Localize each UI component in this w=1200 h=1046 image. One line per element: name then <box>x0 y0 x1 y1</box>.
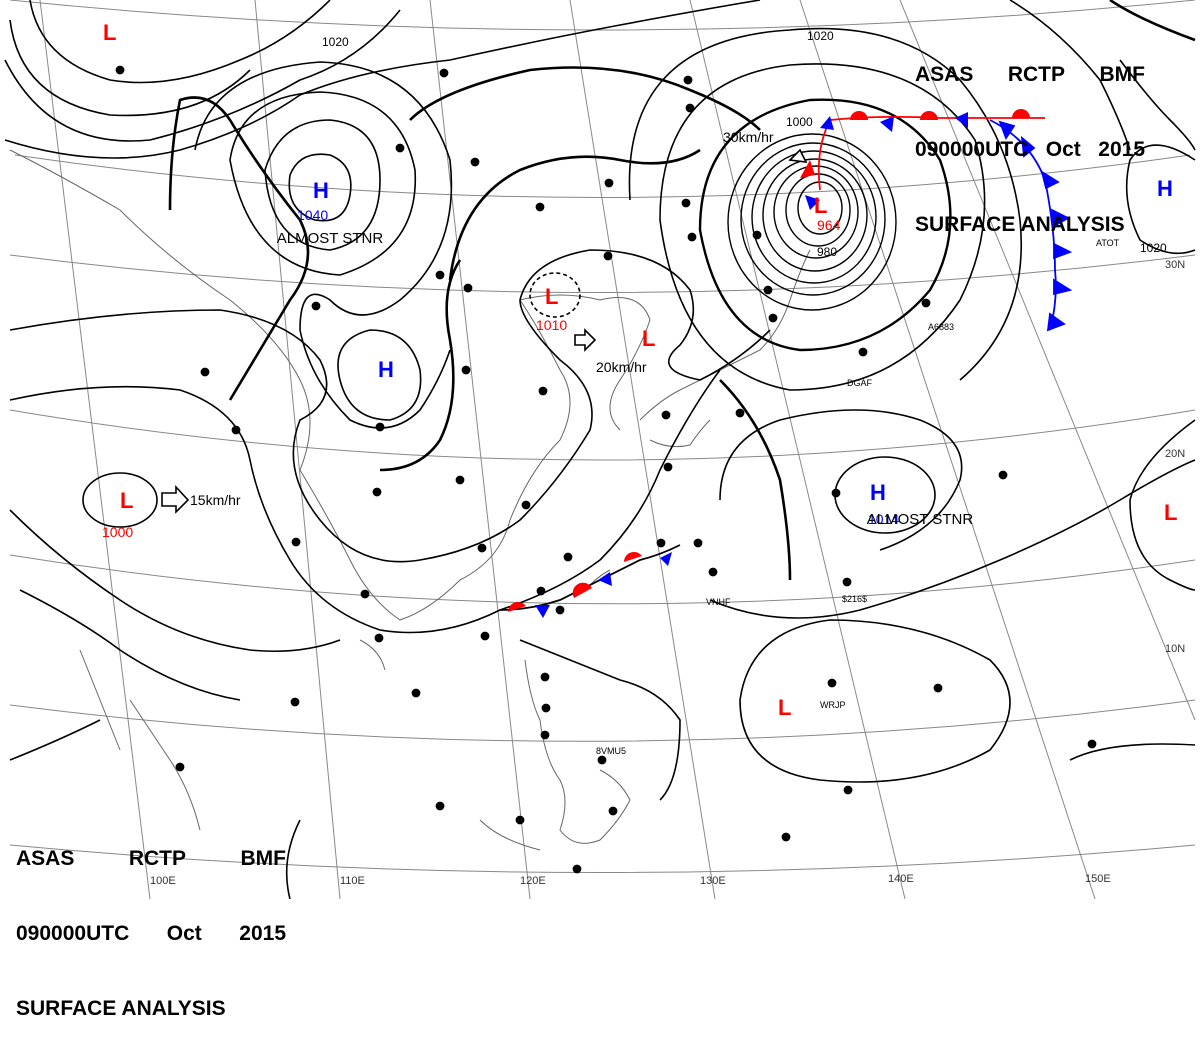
motion-label-964: 30km/hr <box>723 129 774 145</box>
station-label: $216$ <box>842 594 867 604</box>
header-code: BMF <box>1099 63 1146 86</box>
isobar-label-1: 1020 <box>322 35 349 49</box>
weather-map: 1020 1020 1000 980 1020 <box>4 0 1196 899</box>
header-line-1: ASAS RCTP BMF <box>16 846 286 871</box>
lon-150e: 150E <box>1085 873 1111 885</box>
station-label: WRJP <box>820 700 846 710</box>
occluded-front <box>800 109 1045 210</box>
isobar-label-4: 980 <box>817 245 837 259</box>
motion-arrows <box>161 148 808 514</box>
high-center-1014: H <box>870 480 886 505</box>
pressure-1010: 1010 <box>536 317 567 333</box>
low-center-1000: L <box>120 488 133 513</box>
high-center-1040: H <box>313 178 329 203</box>
high-center-2: H <box>378 357 394 382</box>
stationary-front-south <box>499 544 681 618</box>
header-month: Oct <box>1045 138 1081 161</box>
header-top-right: ASAS RCTP BMF 090000UTC Oct 2015 SURFACE… <box>915 12 1145 262</box>
header-time: 090000UTC <box>16 922 130 945</box>
isobar-label-3: 1000 <box>786 115 813 129</box>
header-bottom-left: ASAS RCTP BMF 090000UTC Oct 2015 SURFACE… <box>16 796 286 1046</box>
header-year: 2015 <box>1098 138 1145 161</box>
station-plots <box>115 65 1097 874</box>
lon-120e: 120E <box>520 875 546 887</box>
header-title: SURFACE ANALYSIS <box>915 213 1125 236</box>
isobar-label-2: 1020 <box>807 29 834 43</box>
low-center-3: L <box>642 326 655 351</box>
header-time: 090000UTC <box>915 138 1029 161</box>
lat-30n: 30N <box>1165 259 1185 271</box>
header-line-2: 090000UTC Oct 2015 <box>16 921 286 946</box>
header-title: SURFACE ANALYSIS <box>16 997 226 1020</box>
header-product: ASAS <box>16 847 75 870</box>
motion-label-1000: 15km/hr <box>190 492 241 508</box>
low-center-1010: L <box>545 284 558 309</box>
coastlines <box>9 149 811 851</box>
high-center-east: H <box>1157 176 1173 201</box>
header-center: RCTP <box>1007 63 1066 86</box>
lon-110e: 110E <box>340 875 365 887</box>
header-year: 2015 <box>239 922 286 945</box>
low-center-1: L <box>103 20 116 45</box>
header-month: Oct <box>166 922 202 945</box>
almost-stnr-west-1: ALMOST STNR <box>277 230 384 247</box>
low-center-east: L <box>1164 500 1177 525</box>
header-product: ASAS <box>915 63 974 86</box>
pressure-1014: 1014 <box>868 511 899 527</box>
lon-100e: 100E <box>150 875 176 887</box>
cold-front-east <box>989 119 1073 332</box>
header-line-1: ASAS RCTP BMF <box>915 62 1145 87</box>
station-label: ATOT <box>1096 238 1120 248</box>
low-center-south: L <box>778 695 791 720</box>
graticule <box>9 0 1196 899</box>
station-label: A6883 <box>928 322 954 332</box>
lon-130e: 130E <box>700 875 726 887</box>
low-center-964: L <box>814 193 827 218</box>
station-label: VNHF <box>706 597 731 607</box>
header-line-2: 090000UTC Oct 2015 <box>915 137 1145 162</box>
header-code: BMF <box>240 847 287 870</box>
pressure-964: 964 <box>817 217 841 233</box>
isobar-label-5: 1020 <box>1140 241 1167 255</box>
pressure-1040: 1040 <box>297 207 328 223</box>
lat-20n: 20N <box>1165 448 1185 460</box>
station-label: 8VMU5 <box>596 746 626 756</box>
lon-140e: 140E <box>888 873 914 885</box>
lat-10n: 10N <box>1165 643 1185 655</box>
header-center: RCTP <box>128 847 187 870</box>
station-label: DGAF <box>847 378 873 388</box>
motion-label-1010: 20km/hr <box>596 359 647 375</box>
pressure-1000: 1000 <box>102 524 133 540</box>
almost-stnr-east-1: ALMOST STNR <box>867 511 974 528</box>
